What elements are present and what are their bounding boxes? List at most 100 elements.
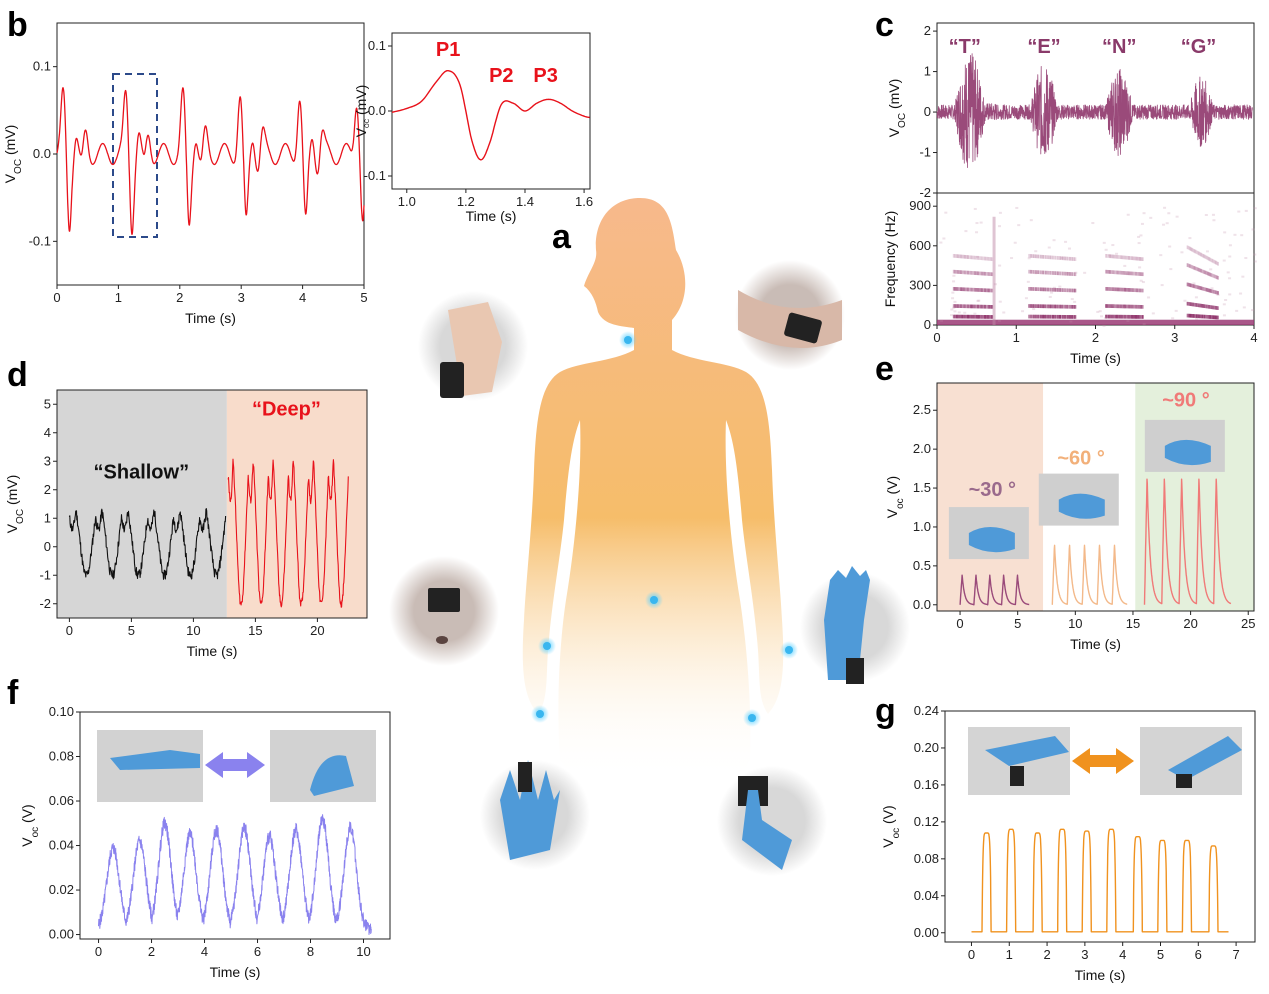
- spectrogram-cell: [1057, 304, 1060, 309]
- spectrogram-noise: [1253, 207, 1257, 210]
- spectrogram-noise: [1160, 284, 1164, 287]
- spectrogram-cell: [972, 314, 975, 319]
- spectrogram-cell: [967, 255, 970, 259]
- spectrogram-noise: [998, 211, 1002, 214]
- spectrogram-cell: [1072, 288, 1075, 293]
- spectrogram-cell: [1209, 257, 1212, 262]
- spectrogram-cell: [1136, 288, 1139, 293]
- spectrogram-noise: [1052, 239, 1056, 242]
- spectrogram-cell: [965, 287, 968, 292]
- spectrogram-noise: [953, 310, 957, 313]
- spectrogram-cell: [1073, 305, 1077, 309]
- spectrogram-noise: [1239, 292, 1243, 295]
- spectrogram-cell: [959, 287, 962, 291]
- spectrogram-noise: [1241, 275, 1245, 278]
- spectrogram-noise: [1067, 289, 1071, 292]
- spectrogram-cell: [974, 287, 977, 292]
- x-tick-label: 1: [1006, 947, 1013, 962]
- spectrogram-cell: [1031, 314, 1034, 319]
- spectrogram-cell: [1063, 315, 1067, 319]
- y-axis-label-main: V: [4, 523, 20, 533]
- spectrogram-cell: [1132, 288, 1135, 292]
- spectrogram-noise: [1013, 241, 1017, 244]
- spectrogram-cell: [1068, 315, 1072, 319]
- spectrogram-cell: [975, 314, 978, 319]
- spectrogram-cell: [1209, 288, 1212, 293]
- spectrogram-cell: [1200, 303, 1202, 308]
- spectrogram-cell: [952, 286, 955, 291]
- spectrogram-cell: [1130, 256, 1133, 261]
- spectrogram-cell: [1105, 269, 1107, 274]
- spectrogram-cell: [969, 304, 972, 309]
- x-tick-label: 5: [1157, 947, 1164, 962]
- spectrogram-noise: [1123, 272, 1127, 275]
- spectrogram-noise: [1174, 309, 1178, 312]
- spectrogram-cell: [1029, 304, 1033, 308]
- spectrogram-cell: [1028, 269, 1031, 274]
- spectrogram-noise: [1108, 254, 1112, 257]
- spectrogram-cell: [975, 304, 978, 309]
- x-tick-label: 15: [248, 623, 262, 638]
- spectrogram-noise: [1050, 291, 1054, 294]
- spectrogram-noise: [1137, 235, 1141, 238]
- x-tick-label: 0: [95, 944, 102, 959]
- spectrogram-cell: [1125, 287, 1128, 292]
- spectrogram-noise: [1115, 252, 1119, 255]
- spectrogram-cell: [1050, 287, 1053, 292]
- spectrogram-cell: [1043, 270, 1046, 275]
- x-tick-label: 0: [53, 290, 60, 305]
- spectrogram-cell: [1190, 247, 1192, 251]
- spectrogram-cell: [1122, 314, 1125, 319]
- spectrogram-noise: [1228, 255, 1232, 258]
- x-tick-label: 0: [933, 330, 940, 345]
- spectrogram-cell: [1125, 314, 1128, 319]
- spectrogram-cell: [957, 287, 960, 291]
- spectrogram-cell: [981, 314, 984, 319]
- spectrogram-noise: [997, 225, 1001, 228]
- spectrogram-cell: [1216, 290, 1218, 295]
- spectrogram-cell: [1111, 270, 1114, 274]
- spectrogram-cell: [1204, 287, 1207, 292]
- plot-frame: [936, 382, 1255, 612]
- x-tick-label: 8: [307, 944, 314, 959]
- y-axis-label-unit: (mV): [2, 125, 18, 159]
- spectrogram-cell: [1041, 287, 1045, 292]
- spectrogram-cell: [1130, 271, 1133, 276]
- spectrogram-cell: [965, 270, 968, 275]
- spectrogram-cell: [1034, 314, 1038, 319]
- spectrogram-cell: [988, 257, 991, 261]
- spectrogram-cell: [1118, 270, 1121, 275]
- spectrogram-cell: [1046, 270, 1050, 275]
- spectrogram-cell: [1138, 257, 1141, 261]
- spectrogram-noise: [1096, 310, 1100, 313]
- spectrogram-cell: [1033, 304, 1036, 308]
- y-tick-label: 0.04: [49, 838, 74, 853]
- spectrogram-cell: [1068, 304, 1072, 309]
- y-tick-label: 0.00: [914, 925, 939, 940]
- spectrogram-cell: [1134, 256, 1137, 261]
- y-tick-label: 5: [44, 396, 51, 411]
- y-tick-label: 0.08: [914, 851, 939, 866]
- photo-glove-press: [717, 766, 827, 876]
- spectrogram-cell: [1113, 287, 1116, 292]
- spectrogram-noise: [1233, 233, 1237, 236]
- spectrogram-cell: [1115, 270, 1118, 275]
- spectrogram-cell: [1063, 288, 1067, 293]
- spectrogram-noise: [951, 291, 955, 294]
- spectrogram-cell: [1046, 304, 1050, 309]
- y-tick-label: 0.10: [49, 704, 74, 719]
- spectrogram-cell: [1117, 270, 1120, 275]
- y-tick-label: 900: [909, 198, 931, 213]
- spectrogram-cell: [1119, 304, 1122, 309]
- angle-label: ~30 °: [969, 479, 1016, 501]
- x-tick-label: 10: [1068, 616, 1082, 631]
- spectrogram-cell: [983, 256, 986, 261]
- spectrogram-cell: [1065, 304, 1068, 309]
- y-tick-label: 1.5: [913, 480, 931, 495]
- spectrogram-cell: [1126, 288, 1129, 292]
- spectrogram-noise: [1165, 222, 1169, 225]
- spectrogram-cell: [1038, 287, 1041, 292]
- y-tick-label: 0: [44, 539, 51, 554]
- x-tick-label: 3: [1081, 947, 1088, 962]
